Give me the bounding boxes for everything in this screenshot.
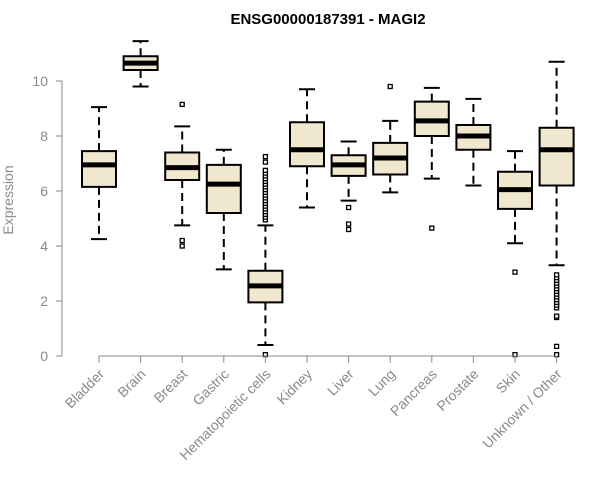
outlier-point [262, 167, 269, 174]
outlier-point [345, 221, 352, 227]
outlier-point [512, 269, 518, 275]
box-bladder [81, 106, 117, 241]
outlier-point [553, 313, 560, 319]
y-tick-label: 10 [32, 73, 48, 89]
outlier-point [179, 237, 185, 244]
y-tick-label: 4 [40, 238, 48, 254]
y-tick-label: 0 [40, 348, 48, 364]
outlier-point [429, 225, 435, 231]
outlier-point [179, 101, 185, 108]
y-tick-label: 2 [40, 293, 48, 309]
y-axis-label: Expression [0, 165, 16, 234]
box-iqr [289, 121, 325, 168]
outlier-point [553, 272, 560, 278]
y-tick-label: 8 [40, 128, 48, 144]
box-iqr [81, 150, 117, 188]
x-tick-label: Prostate [433, 366, 481, 414]
x-tick-label: Unknown / Other [479, 366, 565, 452]
outlier-point [553, 343, 560, 350]
box-series [81, 40, 575, 358]
box-unknown-other [538, 60, 575, 358]
box-lung [372, 83, 409, 194]
box-hematopoietic-cells [247, 153, 284, 358]
box-brain [122, 40, 159, 88]
chart-title: ENSG00000187391 - MAGI2 [230, 11, 425, 28]
box-skin [497, 150, 533, 358]
outlier-point [179, 243, 185, 249]
outlier-point [345, 226, 352, 233]
outlier-point [345, 204, 352, 211]
x-tick-label: Breast [150, 366, 190, 406]
box-prostate [455, 97, 492, 187]
outlier-point [387, 83, 393, 90]
x-tick-label: Brain [114, 366, 148, 400]
x-tick-label: Lung [365, 366, 398, 399]
outlier-point [262, 153, 269, 160]
box-iqr [538, 126, 575, 187]
box-iqr [205, 163, 242, 214]
x-tick-label: Liver [324, 366, 357, 399]
y-tick-label: 6 [40, 183, 48, 199]
x-tick-label: Kidney [274, 366, 316, 408]
box-pancreas [413, 86, 450, 231]
box-liver [330, 140, 367, 233]
box-breast [164, 101, 201, 249]
outlier-point [262, 159, 269, 165]
box-kidney [289, 88, 325, 209]
box-gastric [205, 148, 242, 271]
y-axis: 0 2 4 6 8 10 [32, 73, 63, 364]
x-tick-label: Bladder [62, 366, 108, 412]
x-tick-label: Skin [493, 366, 524, 397]
